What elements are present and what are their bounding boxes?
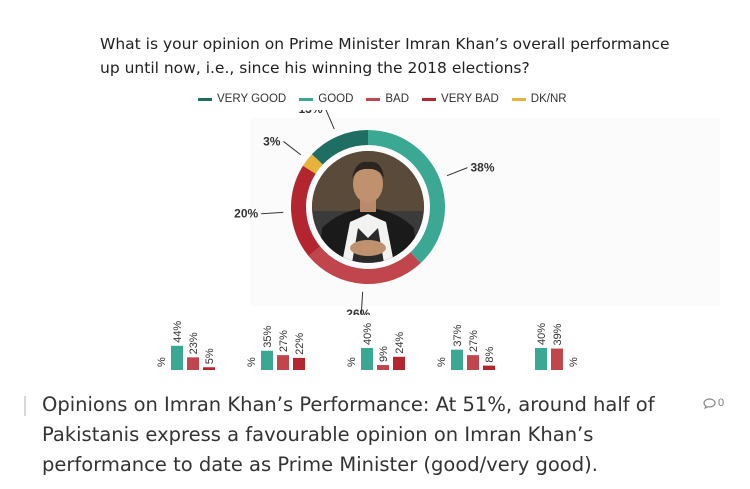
bar-value-label: 22% bbox=[294, 333, 306, 355]
bar-value-label: 40% bbox=[362, 323, 374, 345]
legend-label: DK/NR bbox=[530, 93, 567, 105]
comments-link[interactable]: 0 bbox=[703, 397, 724, 409]
bar-chart: % 44% 23% 5% % 35% 27% 22%% 40% 9% 24%% 37% 27% 8% 40%… bbox=[156, 321, 580, 370]
caption-quote-bar bbox=[24, 396, 26, 416]
bar-value-label: % bbox=[568, 357, 580, 367]
bar-value-label: 40% bbox=[536, 323, 548, 345]
donut-chart: 38% 26% 20% 3% 13% bbox=[234, 110, 495, 315]
portrait-photo bbox=[312, 151, 424, 263]
bar bbox=[203, 367, 215, 370]
bar-value-label: 44% bbox=[172, 321, 184, 343]
bar-value-label: 23% bbox=[188, 332, 200, 354]
donut-value-label: 20% bbox=[234, 207, 258, 221]
donut-leader-line bbox=[446, 167, 468, 177]
donut-value-label: 3% bbox=[263, 134, 281, 148]
donut-slice-very-good bbox=[311, 130, 368, 165]
bar-value-label: % bbox=[436, 357, 448, 367]
legend-item: GOOD bbox=[299, 93, 353, 105]
legend-swatch bbox=[422, 97, 437, 101]
legend-label: BAD bbox=[385, 93, 410, 105]
bar-value-label: 8% bbox=[484, 346, 496, 362]
bar-value-label: % bbox=[346, 357, 358, 367]
survey-question: What is your opinion on Prime Minister I… bbox=[100, 32, 700, 80]
legend-label: VERY BAD bbox=[441, 93, 499, 105]
bar-value-label: 24% bbox=[394, 332, 406, 354]
legend-item: DK/NR bbox=[511, 93, 567, 105]
donut-slice-bad bbox=[308, 246, 421, 284]
comment-count: 0 bbox=[718, 397, 725, 409]
legend-item: VERY BAD bbox=[422, 93, 499, 105]
bar bbox=[261, 350, 273, 370]
legend-swatch bbox=[511, 97, 526, 101]
bar bbox=[171, 345, 183, 370]
donut-slice-very-bad bbox=[291, 165, 321, 257]
bar bbox=[393, 356, 405, 370]
bar bbox=[187, 357, 199, 370]
legend-label: VERY GOOD bbox=[217, 93, 287, 105]
donut-value-label: 13% bbox=[298, 110, 322, 116]
comment-icon bbox=[703, 397, 716, 409]
chart-legend: VERY GOOD GOOD BAD VERY BAD DK/NR bbox=[198, 93, 580, 105]
bar bbox=[451, 349, 463, 370]
donut-slice-dk-nr bbox=[302, 154, 323, 174]
bar-value-label: 39% bbox=[552, 323, 564, 345]
bar bbox=[277, 355, 289, 370]
caption-text: Opinions on Imran Khan’s Performance: At… bbox=[42, 393, 655, 476]
bar-value-label: 37% bbox=[452, 324, 464, 346]
donut-slice-good bbox=[368, 130, 445, 264]
bar-value-label: 9% bbox=[378, 346, 390, 362]
donut-leader-line bbox=[261, 211, 284, 215]
bar-value-label: 27% bbox=[278, 330, 290, 352]
bar-value-label: % bbox=[156, 357, 168, 367]
legend-item: BAD bbox=[366, 93, 409, 105]
donut-value-label: 38% bbox=[470, 161, 494, 175]
legend-item: VERY GOOD bbox=[198, 93, 286, 105]
bar-value-label: % bbox=[246, 357, 258, 367]
bar bbox=[293, 357, 305, 370]
donut-leader-line bbox=[325, 110, 335, 130]
bar bbox=[535, 348, 547, 370]
bar-value-label: 27% bbox=[468, 330, 480, 352]
question-line-1: What is your opinion on Prime Minister I… bbox=[100, 35, 670, 53]
bar bbox=[551, 348, 563, 370]
bar bbox=[377, 365, 389, 370]
legend-label: GOOD bbox=[318, 93, 354, 105]
bar-value-label: 35% bbox=[262, 326, 274, 348]
bar bbox=[467, 355, 479, 370]
bar bbox=[361, 348, 373, 370]
legend-swatch bbox=[366, 97, 381, 101]
legend-swatch bbox=[198, 97, 212, 101]
donut-leader-line bbox=[360, 291, 364, 314]
bar-value-label: 5% bbox=[204, 348, 216, 364]
donut-value-label: 26% bbox=[346, 307, 370, 315]
bar bbox=[483, 365, 495, 370]
infographic-figure: What is your opinion on Prime Minister I… bbox=[100, 32, 700, 370]
legend-swatch bbox=[299, 97, 314, 101]
donut-leader-line bbox=[283, 141, 302, 156]
question-line-2: up until now, i.e., since his winning th… bbox=[100, 59, 530, 77]
